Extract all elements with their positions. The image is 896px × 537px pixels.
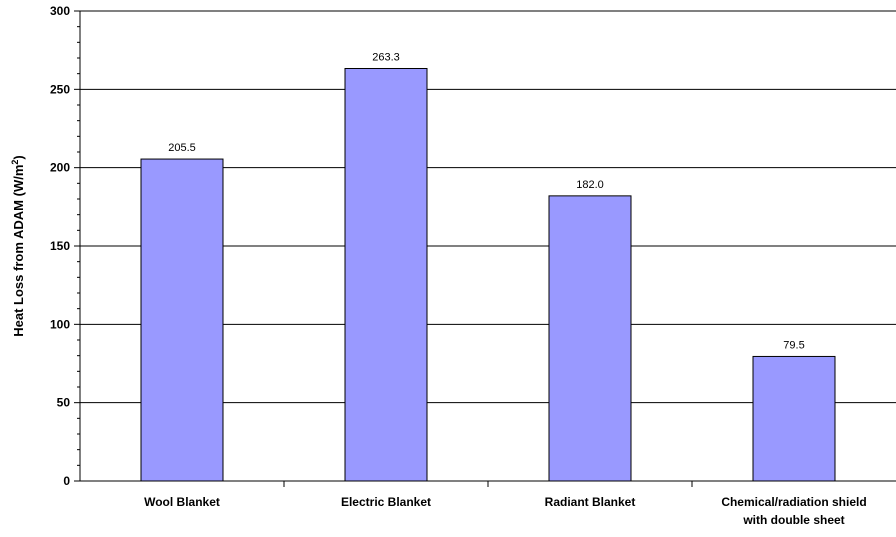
data-label-1: 263.3 [372,51,400,63]
y-tick-label-150: 150 [50,239,70,253]
data-label-3: 79.5 [783,339,804,351]
x-category-label-0-line-0: Wool Blanket [144,495,220,509]
y-tick-label-200: 200 [50,161,70,175]
x-category-label-2-line-0: Radiant Blanket [545,495,636,509]
bar-1 [344,67,428,482]
bars [140,67,836,482]
data-label-0: 205.5 [168,142,196,154]
x-category-label-3-line-0: Chemical/radiation shield [721,495,866,509]
y-axis-title-main: Heat Loss from ADAM (W/m [11,165,26,337]
x-category-labels: Wool Blanket Electric Blanket Radiant Blan… [144,495,867,527]
y-tick-label-0: 0 [63,474,70,488]
y-axis-title-suffix: ) [11,155,26,159]
data-label-2: 182.0 [576,179,604,191]
y-tick-labels: 0 50 100 150 200 250 300 [50,4,70,488]
bar-3 [752,355,836,482]
y-axis-title: Heat Loss from ADAM (W/m2) [10,155,26,337]
y-tick-label-250: 250 [50,82,70,96]
y-tick-label-300: 300 [50,4,70,18]
y-tick-label-50: 50 [57,396,71,410]
bar-0 [140,158,224,482]
x-category-label-1-line-0: Electric Blanket [341,495,431,509]
axes [74,10,896,487]
y-tick-label-100: 100 [50,317,70,331]
bar-2 [548,195,632,482]
y-axis-title-superscript: 2 [10,160,20,165]
data-labels: 205.5 263.3 182.0 79.5 [168,51,804,351]
x-category-label-3-line-1: with double sheet [742,513,844,527]
